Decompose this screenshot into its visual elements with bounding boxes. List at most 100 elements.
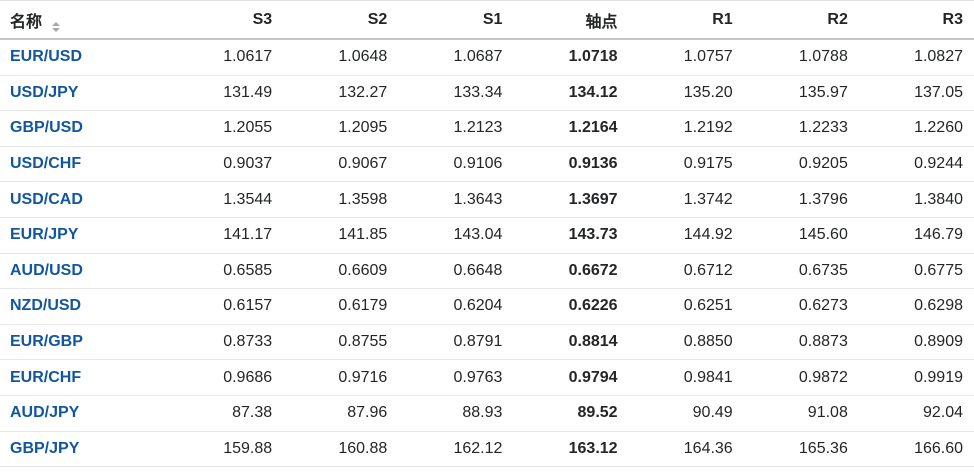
s2-cell: 0.8755	[283, 324, 399, 361]
r1-cell: 0.6251	[628, 288, 744, 325]
column-header-name[interactable]: 名称	[0, 0, 168, 40]
table-row: EUR/USD 1.0617 1.0648 1.0687 1.0718 1.07…	[0, 39, 974, 76]
pair-link[interactable]: NZD/USD	[10, 297, 82, 315]
s2-cell: 0.9067	[283, 146, 399, 183]
pair-link[interactable]: AUD/JPY	[10, 404, 80, 422]
s3-cell: 1.2055	[168, 110, 284, 147]
r1-cell: 1.0757	[628, 39, 744, 76]
s1-cell: 1.3643	[398, 181, 514, 218]
s3-cell: 87.38	[168, 395, 284, 432]
sort-icon[interactable]	[52, 21, 61, 32]
pair-link[interactable]: EUR/USD	[10, 48, 83, 66]
pair-link[interactable]: GBP/USD	[10, 119, 83, 137]
pair-link[interactable]: USD/CHF	[10, 155, 82, 173]
table-row: EUR/JPY 141.17 141.85 143.04 143.73 144.…	[0, 217, 974, 254]
pair-link[interactable]: EUR/GBP	[10, 333, 83, 351]
pivot-cell: 143.73	[513, 217, 629, 254]
r1-cell: 0.6712	[628, 253, 744, 290]
pivot-cell: 0.6672	[513, 253, 629, 290]
r2-cell: 0.6735	[743, 253, 859, 290]
s2-cell: 132.27	[283, 75, 399, 112]
s3-cell: 159.88	[168, 431, 284, 468]
s2-cell: 1.3598	[283, 181, 399, 218]
pair-link[interactable]: USD/JPY	[10, 83, 79, 101]
s3-cell: 0.6157	[168, 288, 284, 325]
s1-cell: 133.34	[398, 75, 514, 112]
table-row: USD/JPY 131.49 132.27 133.34 134.12 135.…	[0, 75, 974, 112]
column-header-r2[interactable]: R2	[743, 0, 859, 40]
pivot-cell: 134.12	[513, 75, 629, 112]
r2-cell: 0.9872	[743, 359, 859, 396]
s1-cell: 143.04	[398, 217, 514, 254]
s1-cell: 0.6204	[398, 288, 514, 325]
column-header-s3[interactable]: S3	[168, 0, 284, 40]
r3-cell: 137.05	[858, 75, 974, 112]
s2-cell: 1.0648	[283, 39, 399, 76]
s1-cell: 1.0687	[398, 39, 514, 76]
table-body: EUR/USD 1.0617 1.0648 1.0687 1.0718 1.07…	[0, 39, 974, 468]
s1-cell: 0.9763	[398, 359, 514, 396]
pair-link[interactable]: EUR/JPY	[10, 226, 79, 244]
pivot-cell: 1.3697	[513, 181, 629, 218]
r1-cell: 144.92	[628, 217, 744, 254]
r3-cell: 146.79	[858, 217, 974, 254]
column-header-s1[interactable]: S1	[398, 0, 514, 40]
pivot-cell: 89.52	[513, 395, 629, 432]
pivot-cell: 1.2164	[513, 110, 629, 147]
r3-cell: 1.2260	[858, 110, 974, 147]
column-header-s2[interactable]: S2	[283, 0, 399, 40]
s2-cell: 0.6179	[283, 288, 399, 325]
s2-cell: 87.96	[283, 395, 399, 432]
r3-cell: 92.04	[858, 395, 974, 432]
s3-cell: 1.3544	[168, 181, 284, 218]
s1-cell: 0.8791	[398, 324, 514, 361]
pair-link[interactable]: AUD/USD	[10, 261, 83, 279]
r2-cell: 1.0788	[743, 39, 859, 76]
r1-cell: 0.9841	[628, 359, 744, 396]
table-row: EUR/CHF 0.9686 0.9716 0.9763 0.9794 0.98…	[0, 359, 974, 396]
table-row: NZD/USD 0.6157 0.6179 0.6204 0.6226 0.62…	[0, 288, 974, 325]
pivot-cell: 0.8814	[513, 324, 629, 361]
header-row: 名称 S3 S2 S1 轴点 R1 R2 R3	[0, 0, 974, 40]
s2-cell: 0.6609	[283, 253, 399, 290]
r3-cell: 166.60	[858, 431, 974, 468]
pivot-cell: 0.9136	[513, 146, 629, 183]
r3-cell: 1.3840	[858, 181, 974, 218]
r1-cell: 0.9175	[628, 146, 744, 183]
column-header-r3[interactable]: R3	[858, 0, 974, 40]
s3-cell: 0.8733	[168, 324, 284, 361]
table-row: AUD/JPY 87.38 87.96 88.93 89.52 90.49 91…	[0, 395, 974, 432]
pivot-cell: 0.6226	[513, 288, 629, 325]
table-row: GBP/JPY 159.88 160.88 162.12 163.12 164.…	[0, 431, 974, 468]
s3-cell: 0.9037	[168, 146, 284, 183]
r2-cell: 165.36	[743, 431, 859, 468]
r1-cell: 1.2192	[628, 110, 744, 147]
r3-cell: 0.9244	[858, 146, 974, 183]
pair-link[interactable]: EUR/CHF	[10, 368, 82, 386]
table-row: USD/CHF 0.9037 0.9067 0.9106 0.9136 0.91…	[0, 146, 974, 183]
s3-cell: 1.0617	[168, 39, 284, 76]
s3-cell: 131.49	[168, 75, 284, 112]
r3-cell: 0.6775	[858, 253, 974, 290]
pair-link[interactable]: USD/CAD	[10, 190, 83, 208]
sort-down-arrow-icon	[52, 27, 61, 32]
pair-link[interactable]: GBP/JPY	[10, 439, 80, 457]
s1-cell: 1.2123	[398, 110, 514, 147]
s1-cell: 0.6648	[398, 253, 514, 290]
table-row: EUR/GBP 0.8733 0.8755 0.8791 0.8814 0.88…	[0, 324, 974, 361]
column-header-r1[interactable]: R1	[628, 0, 744, 40]
r1-cell: 135.20	[628, 75, 744, 112]
r3-cell: 0.6298	[858, 288, 974, 325]
s1-cell: 0.9106	[398, 146, 514, 183]
column-header-pivot[interactable]: 轴点	[513, 0, 629, 40]
s2-cell: 1.2095	[283, 110, 399, 147]
pivot-cell: 1.0718	[513, 39, 629, 76]
pivot-cell: 163.12	[513, 431, 629, 468]
r1-cell: 1.3742	[628, 181, 744, 218]
s3-cell: 141.17	[168, 217, 284, 254]
r1-cell: 90.49	[628, 395, 744, 432]
s1-cell: 88.93	[398, 395, 514, 432]
table-row: USD/CAD 1.3544 1.3598 1.3643 1.3697 1.37…	[0, 181, 974, 218]
